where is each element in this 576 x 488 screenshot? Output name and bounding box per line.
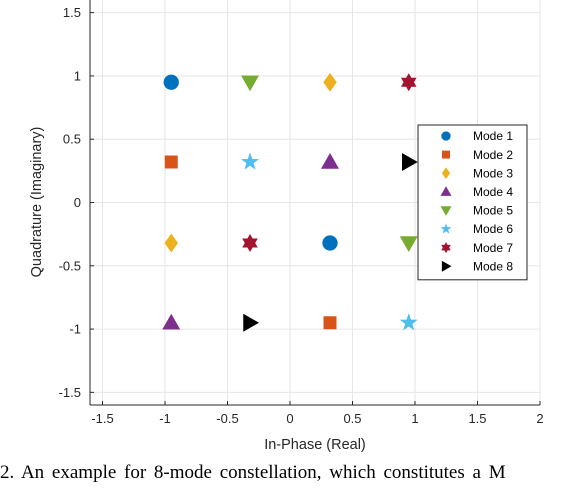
- data-point-mode-2: [164, 155, 178, 169]
- data-point-mode-7: [400, 73, 417, 92]
- legend-marker-mode-7: [441, 242, 451, 254]
- x-tick-label: 2: [536, 411, 543, 426]
- data-point-mode-6: [399, 313, 418, 331]
- y-tick-label: 1: [74, 68, 81, 83]
- legend-marker-mode-5: [440, 206, 452, 216]
- data-point-mode-6: [241, 152, 259, 170]
- legend-marker-mode-8: [441, 260, 452, 272]
- legend-marker-mode-1: [441, 131, 451, 141]
- x-tick-label: 0: [286, 411, 293, 426]
- y-tick-label: -0.5: [59, 258, 81, 273]
- y-tick-label: 0.5: [63, 132, 81, 147]
- y-tick-label: -1.5: [59, 385, 81, 400]
- y-axis-label: Quadrature (Imaginary): [29, 127, 45, 278]
- x-tick-label: 0.5: [343, 411, 361, 426]
- constellation-chart: -1.5 -1 -0.5 0 0.5 1 1.5 2 -1.5 -1 -0.5 0 0.5 1 1.5 I…: [29, 0, 544, 453]
- x-tick-label: 1.5: [468, 411, 486, 426]
- y-tick-label: 0: [74, 195, 81, 210]
- data-point-mode-4: [321, 153, 339, 169]
- data-point-mode-1: [163, 74, 179, 90]
- legend-label-mode-4: Mode 4: [473, 185, 513, 199]
- legend-label-mode-8: Mode 8: [473, 259, 513, 273]
- x-tick-label: 1: [411, 411, 418, 426]
- data-point-mode-8: [243, 313, 259, 332]
- data-point-mode-1: [322, 235, 338, 251]
- axes: [89, 0, 541, 406]
- x-tick-labels: -1.5 -1 -0.5 0 0.5 1 1.5 2: [91, 411, 543, 426]
- data-point-mode-3: [323, 72, 337, 92]
- x-tick-label: -1: [159, 411, 171, 426]
- y-tick-labels: -1.5 -1 -0.5 0 0.5 1 1.5: [59, 5, 81, 400]
- legend-label-mode-3: Mode 3: [473, 166, 513, 180]
- legend-label-mode-2: Mode 2: [473, 148, 513, 162]
- y-tick-label: -1: [69, 322, 81, 337]
- data-point-mode-2: [323, 316, 337, 330]
- legend-marker-mode-4: [440, 186, 452, 196]
- y-tick-label: 1.5: [63, 5, 81, 20]
- data-point-mode-7: [242, 234, 258, 252]
- data-point-mode-4: [162, 313, 181, 330]
- legend-label-mode-5: Mode 5: [473, 204, 513, 218]
- legend-marker-mode-2: [442, 150, 450, 159]
- data-point-mode-5: [399, 236, 418, 252]
- legend: Mode 1 Mode 2 Mode 3 Mode 4 Mode 5 Mode 6 Mode…: [417, 124, 528, 281]
- legend-label-mode-1: Mode 1: [473, 129, 513, 143]
- x-tick-label: -0.5: [216, 411, 238, 426]
- data-points: [162, 72, 418, 332]
- legend-marker-mode-6: [440, 223, 452, 234]
- x-axis-label: In-Phase (Real): [264, 437, 366, 453]
- data-point-mode-5: [241, 75, 259, 92]
- legend-marker-mode-3: [441, 167, 451, 179]
- figure-caption: 2. An example for 8-mode constellation, …: [0, 462, 506, 483]
- legend-box: [417, 124, 528, 281]
- x-tick-label: -1.5: [91, 411, 113, 426]
- legend-label-mode-6: Mode 6: [473, 222, 513, 236]
- legend-label-mode-7: Mode 7: [473, 241, 513, 255]
- data-point-mode-3: [164, 233, 178, 253]
- data-point-mode-8: [402, 153, 418, 171]
